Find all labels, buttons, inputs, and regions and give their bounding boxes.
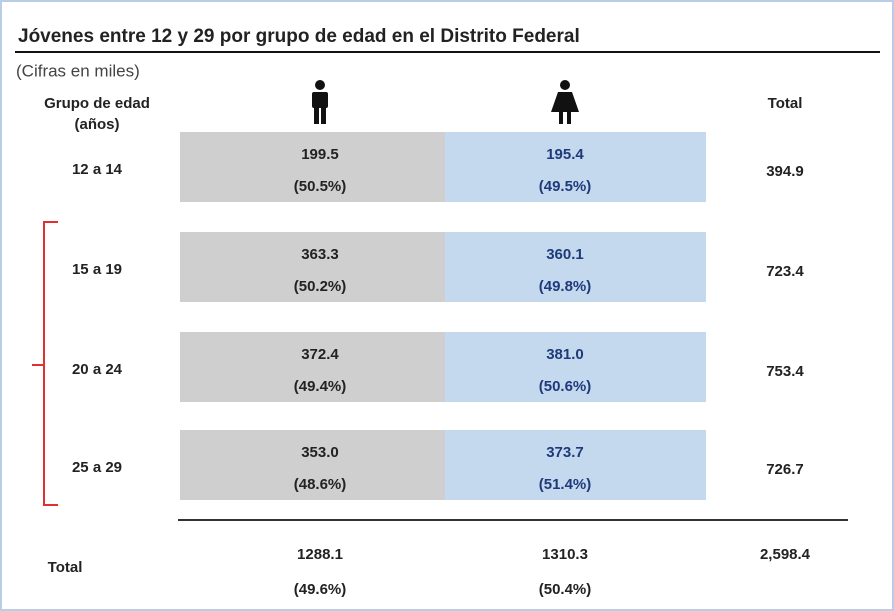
group-label: 25 a 29 [72, 459, 122, 476]
row-total: 394.9 [766, 163, 804, 180]
female-cell [445, 132, 706, 202]
male-pct: (48.6%) [294, 476, 347, 493]
total-female-pct: (50.4%) [539, 581, 592, 598]
female-icon [551, 80, 579, 124]
total-header: Total [768, 95, 803, 112]
grand-total: 2,598.4 [760, 546, 811, 563]
rows: 12 a 14 199.5 (50.5%) 195.4 (49.5%) 394.9 15 a… [72, 132, 804, 500]
male-value: 353.0 [301, 444, 339, 461]
male-pct: (50.2%) [294, 278, 347, 295]
male-value: 199.5 [301, 146, 339, 163]
female-value: 373.7 [546, 444, 584, 461]
male-cell [180, 232, 445, 302]
female-pct: (49.8%) [539, 278, 592, 295]
male-value: 372.4 [301, 346, 339, 363]
title: Jóvenes entre 12 y 29 por grupo de edad … [18, 26, 580, 47]
female-value: 360.1 [546, 246, 584, 263]
female-pct: (49.5%) [539, 178, 592, 195]
male-pct: (49.4%) [294, 378, 347, 395]
male-icon [312, 80, 328, 124]
male-cell [180, 332, 445, 402]
male-pct: (50.5%) [294, 178, 347, 195]
bracket [32, 221, 58, 506]
row-total: 723.4 [766, 263, 804, 280]
total-label: Total [48, 559, 83, 576]
group-header-unit: (años) [75, 116, 120, 133]
male-cell [180, 132, 445, 202]
female-cell [445, 232, 706, 302]
group-label: 12 a 14 [72, 161, 123, 178]
female-cell [445, 332, 706, 402]
row-total: 726.7 [766, 461, 804, 478]
female-value: 381.0 [546, 346, 584, 363]
female-value: 195.4 [546, 146, 584, 163]
subtitle: (Cifras en miles) [16, 61, 140, 80]
group-label: 20 a 24 [72, 361, 123, 378]
total-male-pct: (49.6%) [294, 581, 347, 598]
group-header: Grupo de edad [44, 95, 150, 112]
male-cell [180, 430, 445, 500]
female-cell [445, 430, 706, 500]
group-label: 15 a 19 [72, 261, 122, 278]
female-pct: (51.4%) [539, 476, 592, 493]
male-value: 363.3 [301, 246, 339, 263]
total-female: 1310.3 [542, 546, 588, 563]
female-pct: (50.6%) [539, 378, 592, 395]
row-total: 753.4 [766, 363, 804, 380]
total-male: 1288.1 [297, 546, 343, 563]
